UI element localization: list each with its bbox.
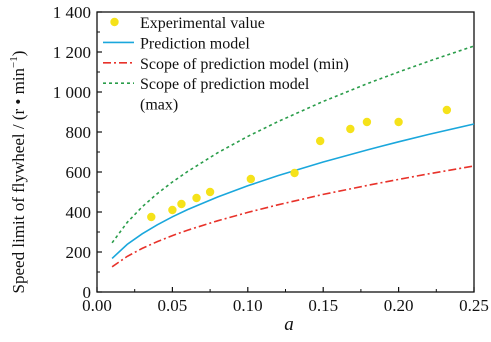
legend-label: Scope of prediction model (min) [140,56,349,73]
x-tick-label: 0.05 [158,296,188,315]
data-point [315,136,325,146]
data-point [147,212,156,222]
y-tick-label: 800 [66,123,92,142]
data-point [205,187,215,197]
series-layer [111,45,475,268]
x-tick-label: 0.00 [82,296,112,315]
data-point [346,124,355,134]
data-point [192,193,201,203]
y-tick-label: 600 [66,163,92,182]
series-line [111,123,475,259]
x-tick-label: 0.15 [308,296,338,315]
plot-border [96,11,475,293]
x-tick-label: 0.25 [459,296,489,315]
legend-label: (max) [140,97,178,114]
legend-marker [110,17,119,27]
plot-frame [96,11,475,293]
data-point [246,174,256,184]
series-line [111,45,475,244]
y-axis-title: Speed limit of flywheel / (r • min−1) [8,51,28,294]
y-tick-label: 0 [83,283,92,302]
y-tick-label: 1 200 [53,43,91,62]
legend: Experimental value Prediction model Scope … [103,15,349,114]
y-axis-title-close: ) [9,51,28,57]
x-tick-label: 0.10 [233,296,263,315]
series-line [111,165,475,268]
data-point [168,205,177,215]
legend-label: Experimental value [140,15,265,32]
y-tick-label: 400 [66,203,92,222]
ticks-layer: 0.00 0.05 0.10 0.15 0.20 0.25 0 200 400 600 800 1 0… [53,3,489,315]
y-axis-title-main: Speed limit of flywheel / (r • min [9,67,28,293]
x-axis-title: a [284,314,294,335]
y-tick-label: 1 000 [53,83,91,102]
data-point [442,105,452,115]
y-tick-label: 200 [66,243,92,262]
data-point [177,199,186,209]
x-tick-label: 0.20 [384,296,414,315]
data-point [290,168,299,178]
data-point [394,117,403,127]
data-point [362,117,372,127]
y-tick-label: 1 400 [53,3,91,22]
legend-label: Prediction model [140,35,250,52]
legend-label: Scope of prediction model [140,76,310,93]
y-axis-title-superscript: −1 [8,56,20,68]
